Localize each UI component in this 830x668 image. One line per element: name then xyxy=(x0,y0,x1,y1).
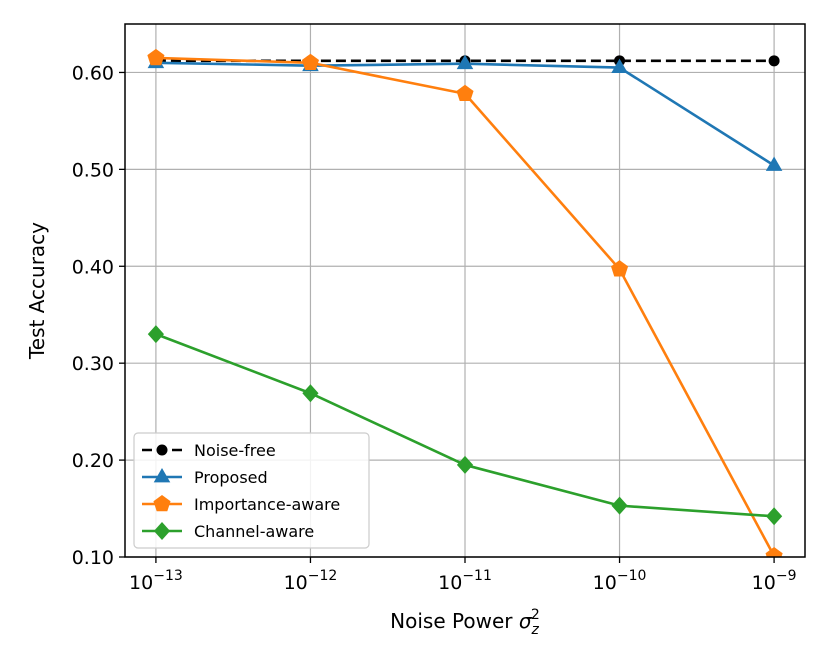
legend-label-noise-free: Noise-free xyxy=(194,441,276,460)
y-tick-label: 0.40 xyxy=(72,256,114,278)
legend-marker-importance-aware xyxy=(153,495,171,512)
data-point-channel-aware xyxy=(302,384,319,403)
data-point-channel-aware xyxy=(765,507,783,526)
y-tick-label: 0.50 xyxy=(72,159,114,181)
y-tick-label: 0.20 xyxy=(72,450,114,472)
x-tick-label: 10−9 xyxy=(752,568,797,594)
data-point-importance-aware xyxy=(456,84,474,102)
data-point-noise-free xyxy=(768,55,780,67)
x-tick-label: 10−13 xyxy=(129,568,183,594)
legend-marker-proposed xyxy=(153,468,171,483)
x-tick-label: 10−12 xyxy=(284,568,338,594)
y-tick-label: 0.30 xyxy=(72,353,114,375)
data-point-proposed xyxy=(456,54,474,70)
data-point-importance-aware xyxy=(765,547,783,557)
x-tick-label: 10−11 xyxy=(438,568,492,594)
legend-label-importance-aware: Importance-aware xyxy=(194,495,340,514)
data-point-importance-aware xyxy=(301,53,320,71)
data-point-channel-aware xyxy=(611,496,628,515)
legend-marker-channel-aware xyxy=(153,522,171,540)
legend-label-channel-aware: Channel-aware xyxy=(194,522,314,541)
data-point-proposed xyxy=(611,58,628,74)
legend: Noise-free Proposed Importance-aware Channe… xyxy=(133,432,370,549)
legend-marker-noise-free xyxy=(156,444,168,456)
data-point-importance-aware xyxy=(147,48,165,66)
x-tick-label: 10−10 xyxy=(593,568,647,594)
data-point-importance-aware xyxy=(610,260,629,277)
data-point-channel-aware xyxy=(147,325,165,344)
y-tick-label: 0.10 xyxy=(72,547,114,569)
series-group xyxy=(147,48,783,557)
data-point-channel-aware xyxy=(456,455,474,474)
data-point-proposed xyxy=(765,156,783,171)
x-axis-label: Noise Power σz2 xyxy=(390,607,540,638)
legend-box xyxy=(133,432,370,549)
legend-label-proposed: Proposed xyxy=(194,468,268,487)
y-tick-label: 0.60 xyxy=(72,62,114,84)
y-axis-label: Test Accuracy xyxy=(25,222,49,360)
